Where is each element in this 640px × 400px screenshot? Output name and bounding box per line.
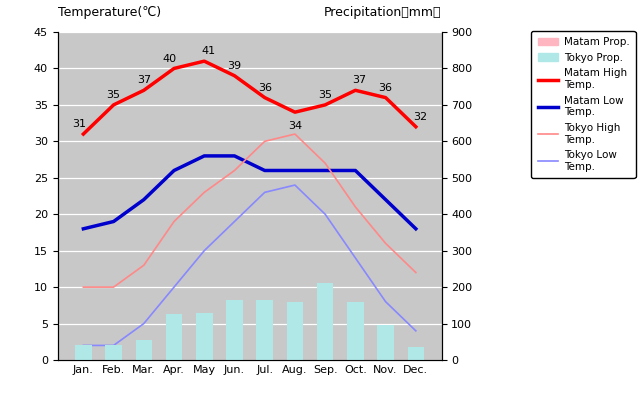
- Bar: [257, 300, 273, 360]
- Tokyo High
Temp.: [230, 168, 238, 173]
- Tokyo High
Temp.: [170, 219, 178, 224]
- Bar: [75, 346, 92, 360]
- Text: 40: 40: [163, 54, 177, 64]
- Tokyo Low
Temp.: [261, 190, 269, 195]
- Bar: [166, 314, 182, 360]
- Matam Low
Temp.: [351, 168, 359, 173]
- Text: 37: 37: [137, 75, 151, 85]
- Matam Low
Temp.: [170, 168, 178, 173]
- Tokyo Low
Temp.: [170, 285, 178, 290]
- Bar: [317, 284, 333, 360]
- Matam High
Temp.: [321, 102, 329, 107]
- Tokyo Low
Temp.: [412, 328, 420, 333]
- Line: Tokyo High
Temp.: Tokyo High Temp.: [83, 134, 416, 287]
- Text: 32: 32: [413, 112, 427, 122]
- Tokyo High
Temp.: [412, 270, 420, 275]
- Matam High
Temp.: [382, 95, 390, 100]
- Text: 36: 36: [258, 83, 272, 93]
- Matam Low
Temp.: [200, 154, 208, 158]
- Matam High
Temp.: [170, 66, 178, 71]
- Tokyo High
Temp.: [382, 241, 390, 246]
- Text: 35: 35: [107, 90, 120, 100]
- Text: 34: 34: [288, 121, 302, 131]
- Tokyo High
Temp.: [109, 285, 117, 290]
- Text: 36: 36: [379, 83, 392, 93]
- Legend: Matam Prop., Tokyo Prop., Matam High
Temp., Matam Low
Temp., Tokyo High
Temp., T: Matam Prop., Tokyo Prop., Matam High Tem…: [531, 31, 636, 178]
- Matam High
Temp.: [412, 124, 420, 129]
- Tokyo High
Temp.: [79, 285, 87, 290]
- Line: Matam High
Temp.: Matam High Temp.: [83, 61, 416, 134]
- Text: 35: 35: [318, 90, 332, 100]
- Tokyo Low
Temp.: [200, 248, 208, 253]
- Matam High
Temp.: [351, 88, 359, 93]
- Bar: [287, 302, 303, 360]
- Matam High
Temp.: [291, 110, 299, 114]
- Bar: [347, 302, 364, 360]
- Matam High
Temp.: [261, 95, 269, 100]
- Matam Low
Temp.: [382, 197, 390, 202]
- Bar: [408, 347, 424, 360]
- Text: Temperature(℃): Temperature(℃): [58, 6, 161, 19]
- Text: 37: 37: [353, 75, 367, 85]
- Bar: [226, 300, 243, 360]
- Bar: [196, 313, 212, 360]
- Matam Low
Temp.: [321, 168, 329, 173]
- Line: Tokyo Low
Temp.: Tokyo Low Temp.: [83, 185, 416, 346]
- Tokyo High
Temp.: [291, 132, 299, 136]
- Bar: [136, 340, 152, 360]
- Tokyo Low
Temp.: [291, 183, 299, 188]
- Matam High
Temp.: [109, 102, 117, 107]
- Tokyo Low
Temp.: [351, 256, 359, 260]
- Tokyo High
Temp.: [140, 263, 148, 268]
- Tokyo High
Temp.: [321, 161, 329, 166]
- Bar: [378, 325, 394, 360]
- Matam High
Temp.: [230, 73, 238, 78]
- Line: Matam Low
Temp.: Matam Low Temp.: [83, 156, 416, 229]
- Text: 39: 39: [227, 61, 241, 71]
- Tokyo High
Temp.: [200, 190, 208, 195]
- Matam Low
Temp.: [140, 197, 148, 202]
- Tokyo Low
Temp.: [321, 212, 329, 217]
- Matam Low
Temp.: [230, 154, 238, 158]
- Tokyo Low
Temp.: [382, 299, 390, 304]
- Text: 31: 31: [72, 119, 86, 129]
- Bar: [105, 346, 122, 360]
- Matam Low
Temp.: [412, 226, 420, 231]
- Matam Low
Temp.: [261, 168, 269, 173]
- Tokyo Low
Temp.: [140, 321, 148, 326]
- Matam Low
Temp.: [291, 168, 299, 173]
- Tokyo Low
Temp.: [109, 343, 117, 348]
- Matam Low
Temp.: [79, 226, 87, 231]
- Tokyo Low
Temp.: [79, 343, 87, 348]
- Matam High
Temp.: [79, 132, 87, 136]
- Matam High
Temp.: [140, 88, 148, 93]
- Matam High
Temp.: [200, 59, 208, 64]
- Matam Low
Temp.: [109, 219, 117, 224]
- Text: 41: 41: [202, 46, 216, 56]
- Tokyo Low
Temp.: [230, 219, 238, 224]
- Tokyo High
Temp.: [351, 204, 359, 209]
- Tokyo High
Temp.: [261, 139, 269, 144]
- Text: Precipitation（mm）: Precipitation（mm）: [324, 6, 442, 19]
